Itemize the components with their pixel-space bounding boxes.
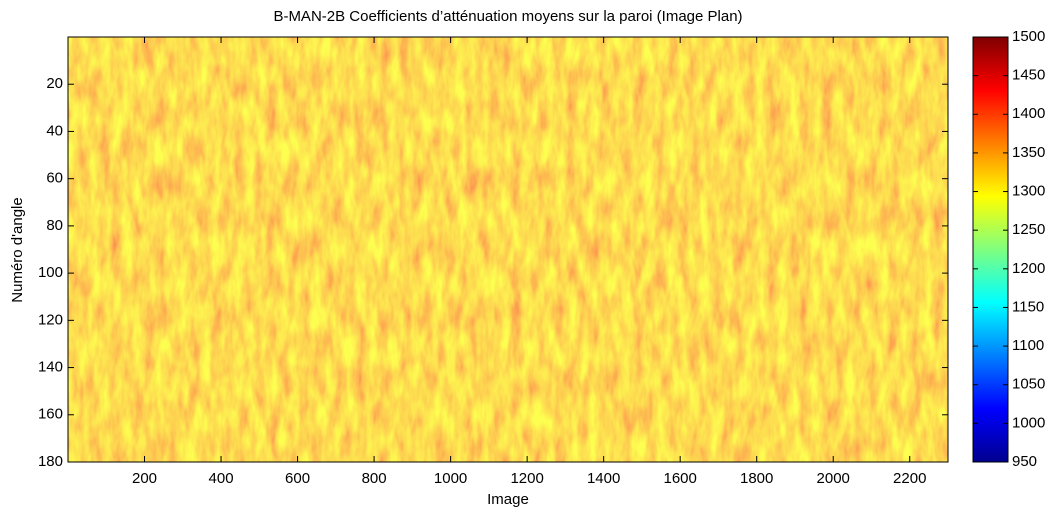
colorbar-tick-label: 950 <box>1012 453 1037 470</box>
plot-frame <box>67 36 949 463</box>
x-tick-label: 200 <box>132 470 157 487</box>
colorbar-tick-label: 1350 <box>1012 144 1045 161</box>
x-tick-label: 2000 <box>817 470 850 487</box>
y-tick-label: 40 <box>46 122 63 139</box>
y-tick-label: 180 <box>38 453 63 470</box>
heatmap-image <box>68 37 948 462</box>
x-tick-label: 2200 <box>893 470 926 487</box>
colorbar-tick-label: 1100 <box>1012 337 1044 354</box>
x-tick-label: 1400 <box>587 470 620 487</box>
y-tick-label: 160 <box>38 406 63 423</box>
x-tick-label: 800 <box>362 470 387 487</box>
colorbar-tick-label: 1000 <box>1012 414 1045 431</box>
y-tick-label: 20 <box>46 75 63 92</box>
y-tick-label: 100 <box>38 264 63 281</box>
x-tick-label: 1600 <box>663 470 696 487</box>
x-tick-label: 1000 <box>434 470 467 487</box>
y-axis-label: Numéro d'angle <box>9 197 26 302</box>
x-tick-label: 1200 <box>510 470 543 487</box>
colorbar-tick-label: 1500 <box>1012 28 1045 45</box>
colorbar-tick-label: 1050 <box>1012 376 1045 393</box>
colorbar-tick-label: 1200 <box>1012 260 1045 277</box>
x-tick-label: 600 <box>285 470 310 487</box>
x-tick-label: 400 <box>209 470 234 487</box>
colorbar-tick-label: 1300 <box>1012 183 1045 200</box>
chart-title: B-MAN-2B Coefficients d’atténuation moye… <box>273 8 742 25</box>
y-tick-label: 120 <box>38 311 63 328</box>
x-axis-label: Image <box>487 491 529 508</box>
y-tick-label: 80 <box>46 217 63 234</box>
colorbar-tick-label: 1450 <box>1012 67 1045 84</box>
colorbar <box>972 36 1009 463</box>
y-tick-label: 60 <box>46 170 63 187</box>
y-tick-label: 140 <box>38 359 63 376</box>
colorbar-tick-label: 1400 <box>1012 105 1045 122</box>
colorbar-tick-label: 1150 <box>1012 298 1044 315</box>
x-tick-label: 1800 <box>740 470 773 487</box>
colorbar-tick-label: 1250 <box>1012 221 1045 238</box>
